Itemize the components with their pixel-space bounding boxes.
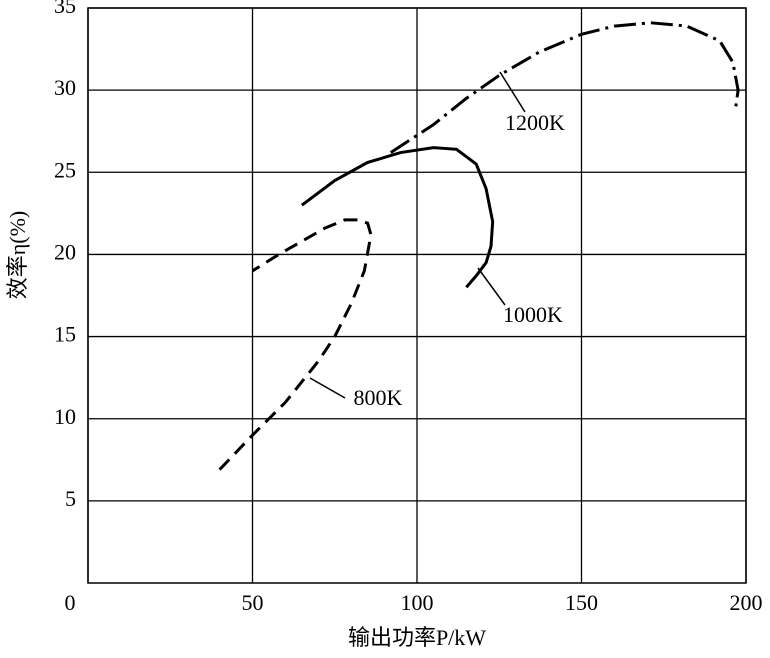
x-axis-title: 输出功率P/kW (348, 625, 486, 650)
y-axis-title: 效率η(%) (5, 211, 30, 299)
series-line (389, 21, 740, 154)
x-tick-label: 0 (65, 590, 76, 615)
x-tick-label: 150 (565, 590, 598, 615)
leader-line (309, 377, 346, 399)
leader-line (499, 71, 526, 113)
series-label: 800K (354, 385, 403, 410)
y-tick-label: 35 (54, 0, 76, 18)
series-label: 1000K (503, 302, 563, 327)
x-tick-label: 50 (242, 590, 264, 615)
x-tick-label: 100 (401, 590, 434, 615)
y-tick-label: 20 (54, 239, 76, 264)
leader-line (477, 267, 506, 306)
y-tick-label: 30 (54, 75, 76, 100)
x-tick-label: 200 (730, 590, 763, 615)
y-tick-label: 10 (54, 404, 76, 429)
y-tick-label: 15 (54, 322, 76, 347)
plot-frame (87, 7, 747, 584)
y-tick-label: 25 (54, 157, 76, 182)
series-line (300, 146, 495, 289)
y-tick-label: 5 (65, 486, 76, 511)
series-label: 1200K (505, 110, 565, 135)
series-line (218, 218, 373, 471)
